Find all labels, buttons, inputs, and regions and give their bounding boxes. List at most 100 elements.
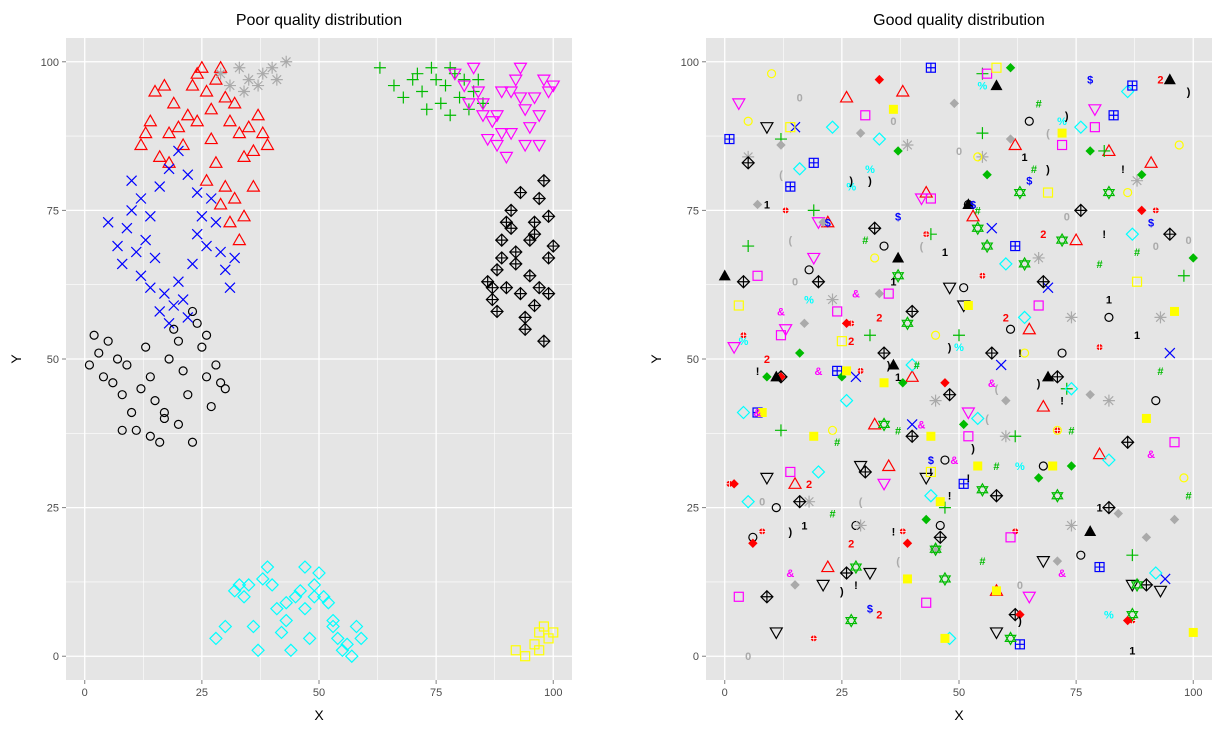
data-point-square-plus [1127, 80, 1138, 91]
data-point-x [182, 311, 194, 323]
data-point-triangle-filled [990, 79, 1003, 91]
data-point-triangle-down [494, 128, 509, 141]
data-point-circle-open [183, 390, 193, 400]
data-point-circle-open [155, 437, 165, 447]
data-point-diamond-plus [490, 262, 504, 277]
data-point-square-filled [888, 104, 898, 114]
data-point-square-open [1089, 122, 1100, 133]
data-point-triangle-up [227, 191, 242, 204]
data-point-circle-open [84, 360, 95, 370]
chart-title: Good quality distribution [873, 12, 1045, 29]
data-point-plus [953, 329, 965, 342]
data-point-circle-open [216, 378, 226, 388]
data-point-diamond-filled [874, 288, 885, 299]
data-point-x [116, 258, 128, 270]
data-point-triangle-up [251, 108, 266, 121]
data-point-square-open [925, 466, 936, 478]
data-point-diamond-open [326, 619, 340, 634]
data-point-triangle-up [138, 125, 153, 139]
data-point-plus [434, 97, 447, 110]
data-point-asterisk [854, 519, 867, 532]
data-point-diamond-plus [541, 286, 556, 301]
data-point-text: 1 [1129, 645, 1135, 657]
data-point-square-filled [1170, 306, 1180, 316]
data-point-triangle-up [208, 72, 223, 85]
data-point-plus [458, 73, 471, 86]
data-point-x [163, 163, 175, 175]
data-point-diamond-open [255, 572, 270, 586]
data-point-triangle-up [190, 114, 205, 127]
data-point-diamond-plus [485, 292, 500, 307]
data-point-triangle-down [494, 86, 509, 99]
data-point-triangle-down [471, 86, 486, 99]
data-point-triangle-up [1069, 232, 1084, 246]
data-point-triangle-down [485, 116, 500, 129]
data-point-triangle-down [1125, 579, 1140, 593]
data-point-square-open [1033, 300, 1044, 311]
data-point-text: $ [825, 217, 831, 229]
data-point-plus [1177, 269, 1190, 282]
data-point-triangle-down [731, 98, 746, 111]
data-point-diamond-plus [736, 274, 751, 289]
y-tick-label: 100 [41, 57, 59, 69]
data-point-circle-open [879, 241, 889, 251]
x-tick-label: 50 [313, 687, 325, 699]
data-point-hexagram [929, 542, 942, 557]
data-point-hexagram [1102, 185, 1116, 200]
data-point-text: $ [867, 604, 873, 616]
data-point-x [135, 193, 147, 204]
data-point-square-open [548, 627, 559, 638]
y-tick-label: 0 [53, 651, 59, 663]
data-point-plus [453, 91, 466, 104]
data-point-x [173, 276, 184, 288]
data-point-diamond-filled [893, 146, 903, 156]
data-point-asterisk [901, 139, 914, 151]
data-point-text: % [954, 342, 964, 354]
data-point-diamond-plus [905, 429, 919, 444]
data-point-text: % [1057, 116, 1067, 128]
data-point-square-open [832, 306, 843, 317]
data-point-circle-open [1076, 550, 1086, 560]
data-point-asterisk [238, 85, 251, 98]
data-point-diamond-plus [537, 173, 551, 188]
data-point-diamond-open [321, 595, 336, 610]
data-point-square-open [860, 110, 871, 121]
data-point-x [995, 359, 1007, 371]
data-point-asterisk [1032, 251, 1045, 264]
data-point-x [126, 175, 138, 187]
data-point-diamond-open [825, 120, 840, 135]
data-point-diamond-filled [1137, 170, 1147, 180]
data-point-diamond-plus [508, 257, 523, 271]
data-point-plus [976, 127, 989, 140]
data-point-diamond-filled [762, 372, 772, 382]
data-point-text: ) [1037, 378, 1041, 390]
data-point-asterisk [1102, 394, 1115, 407]
data-point-circle-open [197, 342, 207, 352]
data-point-diamond-filled [898, 378, 908, 388]
data-point-diamond-open [811, 465, 826, 479]
data-point-circle-open [141, 342, 151, 352]
data-point-diamond-plus [839, 566, 854, 580]
data-point-text: ! [892, 526, 896, 538]
data-point-plus [774, 424, 787, 437]
data-point-diamond-plus [504, 221, 518, 236]
data-point-triangle-up [222, 215, 238, 228]
data-point-asterisk [242, 73, 255, 86]
data-point-x [215, 246, 227, 258]
data-point-triangle-down [457, 80, 472, 93]
data-point-diamond-open [792, 161, 807, 176]
data-point-triangle-down [727, 342, 742, 355]
data-point-text: 2 [1003, 312, 1009, 324]
data-point-diamond-filled [855, 128, 866, 138]
data-point-triangle-up [232, 125, 247, 139]
data-point-circle-open [220, 384, 230, 394]
data-point-x [1042, 282, 1054, 294]
data-point-diamond-plus [1139, 578, 1154, 592]
data-point-text: & [1147, 449, 1155, 461]
data-point-square-open [991, 62, 1002, 73]
data-point-hexagram [1013, 185, 1027, 200]
data-point-x [135, 270, 147, 282]
data-point-hexagram [1018, 256, 1031, 272]
data-point-diamond-filled [748, 538, 758, 548]
data-point-diamond-filled [958, 419, 969, 430]
